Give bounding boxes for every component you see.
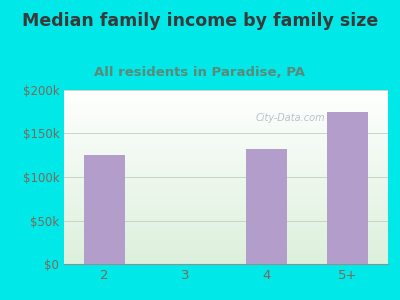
Bar — [327, 112, 368, 264]
Bar — [246, 149, 287, 264]
Text: Median family income by family size: Median family income by family size — [22, 12, 378, 30]
Text: All residents in Paradise, PA: All residents in Paradise, PA — [94, 66, 306, 79]
Bar — [84, 155, 125, 264]
Text: City-Data.com: City-Data.com — [256, 113, 326, 123]
